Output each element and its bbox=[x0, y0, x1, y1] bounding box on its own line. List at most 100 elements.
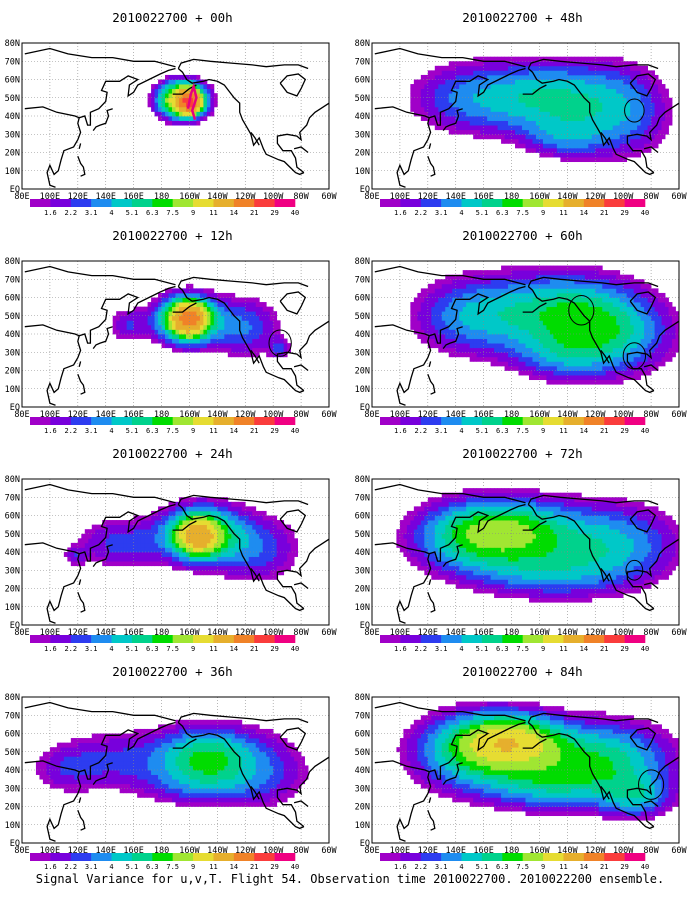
colorbar-swatch bbox=[441, 417, 462, 425]
coastline bbox=[177, 286, 305, 394]
colorbar-swatch bbox=[131, 199, 153, 207]
lat-label: 80N bbox=[5, 257, 20, 267]
colorbar-label: 2.2 bbox=[414, 863, 427, 870]
colorbar-label: 1.6 bbox=[394, 863, 407, 870]
lat-label: 40N bbox=[355, 766, 370, 776]
coastline bbox=[522, 738, 547, 749]
coastline bbox=[374, 265, 526, 286]
colorbar-swatch bbox=[30, 199, 51, 207]
lat-label: 40N bbox=[355, 330, 370, 340]
colorbar-swatch bbox=[563, 853, 585, 861]
coastline bbox=[626, 538, 679, 610]
coastline bbox=[293, 800, 309, 808]
coastline bbox=[177, 276, 309, 288]
lat-label: 80N bbox=[355, 39, 370, 49]
lon-label: 160E bbox=[473, 628, 493, 638]
colorbar-swatch bbox=[481, 853, 503, 861]
lon-label: 140E bbox=[95, 192, 115, 202]
colorbar-swatch bbox=[420, 853, 442, 861]
colorbar-label: 21 bbox=[250, 427, 258, 434]
coastline bbox=[427, 373, 436, 395]
lat-label: 70N bbox=[5, 57, 20, 67]
colorbar-label: 29 bbox=[620, 863, 628, 870]
colorbar-label: 29 bbox=[620, 209, 628, 216]
colorbar-swatch bbox=[111, 199, 133, 207]
coastline bbox=[250, 786, 260, 800]
lon-label: 180 bbox=[504, 846, 519, 856]
colorbar-label: 5.1 bbox=[476, 427, 489, 434]
colorbar-label: 9 bbox=[541, 427, 545, 434]
colorbar-label: 1.6 bbox=[44, 863, 57, 870]
coastline bbox=[78, 579, 82, 585]
colorbar-label: 7.5 bbox=[166, 427, 179, 434]
coastline bbox=[678, 514, 679, 516]
variance-field bbox=[372, 697, 679, 843]
colorbar-label: 5.1 bbox=[476, 863, 489, 870]
coastline bbox=[276, 756, 329, 828]
colorbar-label: 3.1 bbox=[435, 863, 448, 870]
lon-label: 60W bbox=[321, 192, 337, 202]
coastline bbox=[428, 579, 432, 585]
colorbar-swatch bbox=[91, 417, 112, 425]
colorbar-label: 2.2 bbox=[64, 209, 77, 216]
lon-label: 140W bbox=[557, 410, 578, 420]
colorbar-label: 9 bbox=[541, 863, 545, 870]
variance-field bbox=[372, 479, 679, 625]
colorbar-label: 14 bbox=[580, 209, 588, 216]
coastline bbox=[250, 568, 260, 582]
coastline bbox=[678, 296, 679, 298]
lat-label: 50N bbox=[355, 94, 370, 104]
coastline bbox=[177, 712, 309, 724]
coastline bbox=[79, 285, 176, 344]
lat-label: 30N bbox=[355, 130, 370, 140]
lon-label: 120W bbox=[235, 410, 256, 420]
coastline bbox=[177, 68, 305, 176]
lat-label: EQ bbox=[10, 839, 20, 849]
colorbar-swatch bbox=[213, 853, 235, 861]
coastline bbox=[678, 732, 679, 734]
lon-label: 160W bbox=[179, 410, 200, 420]
coastline bbox=[77, 373, 86, 395]
colorbar-swatch bbox=[563, 635, 585, 643]
coastline bbox=[522, 520, 547, 531]
colorbar-label: 3.1 bbox=[85, 645, 98, 652]
map-panel: 2010022700 + 48h 80N 70N 60N 50N 40N 30N 20N 10N… bbox=[350, 0, 695, 218]
coastline bbox=[293, 582, 309, 590]
colorbar-swatch bbox=[254, 853, 275, 861]
lat-label: 20N bbox=[355, 585, 370, 595]
variance-field bbox=[372, 43, 679, 189]
lon-label: 180 bbox=[154, 410, 169, 420]
lon-label: 120E bbox=[68, 628, 88, 638]
lon-label: 140E bbox=[95, 628, 115, 638]
colorbar-label: 5.1 bbox=[476, 645, 489, 652]
colorbar-label: 40 bbox=[641, 427, 649, 434]
colorbar-swatch bbox=[213, 199, 235, 207]
coastline bbox=[79, 503, 176, 562]
coastline bbox=[279, 727, 307, 751]
colorbar-swatch bbox=[420, 199, 442, 207]
lat-label: 70N bbox=[355, 275, 370, 285]
colorbar-label: 5.1 bbox=[126, 427, 139, 434]
colorbar-swatch bbox=[254, 417, 275, 425]
colorbar-label: 21 bbox=[600, 427, 608, 434]
lon-label: 180 bbox=[154, 846, 169, 856]
colorbar-swatch bbox=[441, 853, 462, 861]
map-panel: 2010022700 + 00h 80N 70N 60N 50N 40N 30N 20N 10N… bbox=[0, 0, 345, 218]
colorbar-swatch bbox=[111, 417, 133, 425]
coastline bbox=[177, 494, 309, 506]
coastline bbox=[328, 514, 329, 516]
colorbar-swatch bbox=[400, 853, 422, 861]
coastline bbox=[600, 568, 610, 582]
colorbar-label: 21 bbox=[250, 209, 258, 216]
map-panel: 2010022700 + 36h 80N 70N 60N 50N 40N 30N 20N 10N… bbox=[0, 654, 345, 872]
lat-label: 80N bbox=[355, 693, 370, 703]
colorbar-swatch bbox=[604, 417, 625, 425]
colorbar-label: 4 bbox=[459, 863, 463, 870]
coastline bbox=[643, 146, 659, 154]
colorbar-label: 14 bbox=[580, 863, 588, 870]
lat-label: 20N bbox=[355, 149, 370, 159]
panel-title: 2010022700 + 24h bbox=[112, 446, 233, 461]
